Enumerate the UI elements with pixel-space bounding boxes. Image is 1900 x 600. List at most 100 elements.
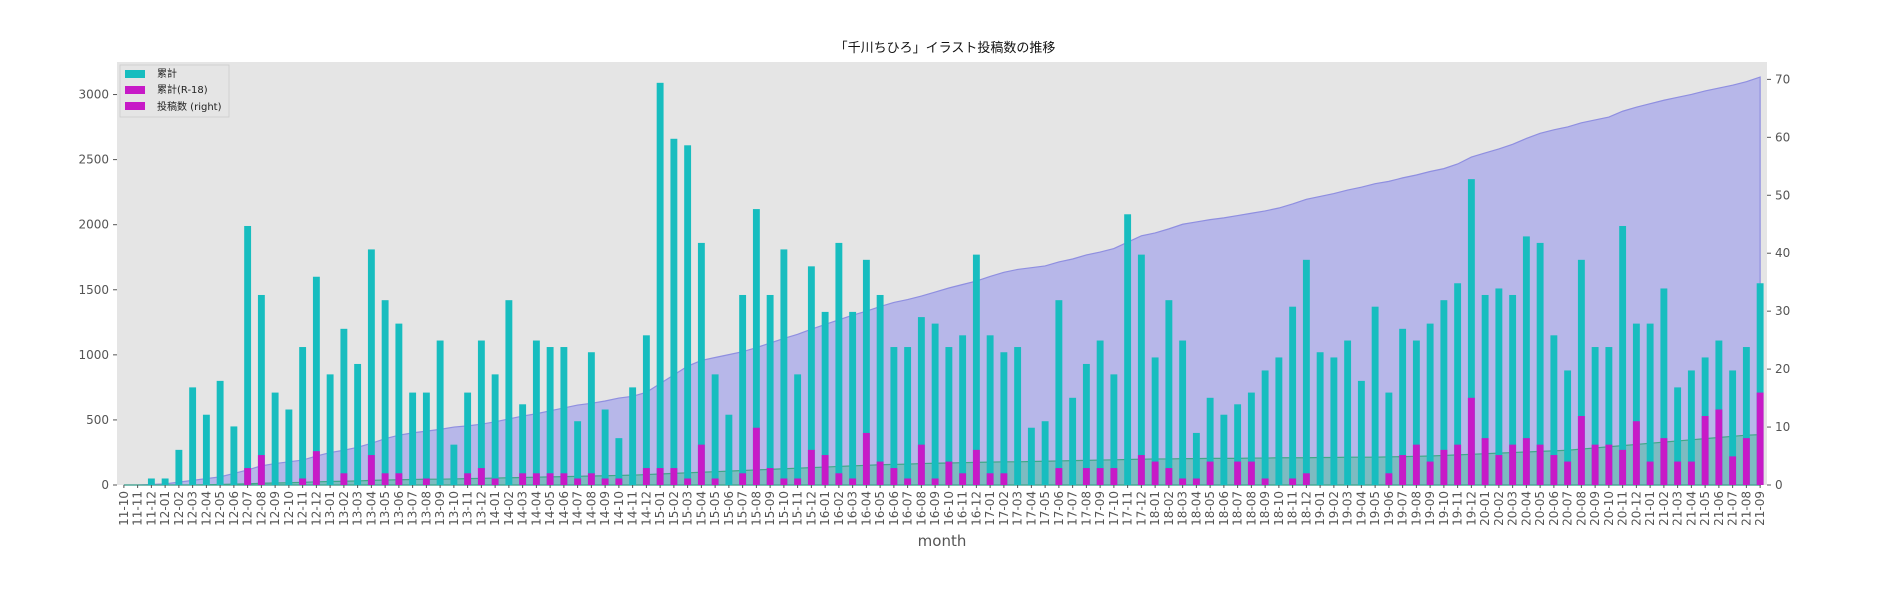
- x-tick-label: 17-09: [1093, 491, 1107, 526]
- bar-3-21-06: [1715, 409, 1723, 485]
- bar-3-14-07: [574, 478, 582, 485]
- x-tick-label: 14-03: [516, 491, 530, 526]
- x-tick-label: 14-06: [557, 491, 571, 526]
- legend: 累計 累計(R-18) 投稿数 (right): [119, 64, 230, 118]
- x-tick-label: 16-03: [846, 491, 860, 526]
- bar-2-18-07: [1234, 404, 1242, 485]
- x-tick-label: 19-09: [1423, 491, 1437, 526]
- bar-3-15-11: [794, 478, 802, 485]
- x-tick-label: 21-03: [1671, 491, 1685, 526]
- bar-2-13-05: [381, 300, 389, 485]
- x-tick-label: 14-01: [488, 491, 502, 526]
- bar-3-18-09: [1261, 478, 1269, 485]
- x-tick-label: 21-04: [1684, 491, 1698, 526]
- x-tick-label: 17-03: [1011, 491, 1025, 526]
- x-tick-label: 16-02: [832, 491, 846, 526]
- bar-3-21-01: [1646, 461, 1654, 485]
- bar-2-13-02: [340, 328, 348, 485]
- bar-2-17-02: [1000, 352, 1008, 485]
- bar-3-20-07: [1564, 461, 1572, 485]
- y-tick-label: 0: [101, 478, 109, 492]
- bar-2-11-12: [147, 478, 155, 485]
- x-tick-label: 21-08: [1739, 491, 1753, 526]
- bar-2-19-05: [1371, 306, 1379, 485]
- bar-2-19-08: [1412, 340, 1420, 485]
- x-tick-label: 17-04: [1024, 491, 1038, 526]
- x-tick-label: 20-09: [1588, 491, 1602, 526]
- x-tick-label: 20-05: [1533, 491, 1547, 526]
- bar-2-16-09: [931, 323, 939, 485]
- x-tick-label: 11-11: [131, 491, 145, 526]
- bar-2-20-10: [1605, 347, 1613, 485]
- x-tick-label: 17-10: [1107, 491, 1121, 526]
- bar-2-13-06: [395, 323, 403, 485]
- y-tick-label: 500: [86, 413, 109, 427]
- y-tick-label: 1500: [78, 283, 109, 297]
- x-tick-label: 14-12: [639, 491, 653, 526]
- bar-2-13-07: [409, 392, 417, 485]
- bar-2-18-06: [1220, 414, 1228, 485]
- x-tick-label: 16-08: [914, 491, 928, 526]
- bar-3-12-12: [312, 451, 320, 485]
- bar-3-15-12: [807, 449, 815, 485]
- x-tick-label: 19-04: [1354, 491, 1368, 526]
- x-tick-label: 18-02: [1162, 491, 1176, 526]
- bar-2-15-08: [752, 209, 760, 485]
- x-tick-label: 15-05: [708, 491, 722, 526]
- x-tick-label: 17-07: [1066, 491, 1080, 526]
- bar-2-13-10: [450, 444, 458, 485]
- bar-2-16-02: [835, 242, 843, 485]
- x-tick-label: 14-04: [529, 491, 543, 526]
- bar-3-20-08: [1577, 416, 1585, 485]
- x-tick-label: 15-02: [667, 491, 681, 526]
- bar-3-15-04: [697, 444, 705, 485]
- y-tick-label: 2500: [78, 153, 109, 167]
- bar-2-12-04: [202, 414, 210, 485]
- bar-3-13-06: [395, 473, 403, 485]
- x-tick-label: 13-02: [337, 491, 351, 526]
- x-tick-label: 17-08: [1079, 491, 1093, 526]
- bar-2-21-08: [1742, 347, 1750, 485]
- bar-3-14-09: [601, 478, 609, 485]
- bar-3-21-09: [1756, 392, 1764, 485]
- x-tick-label: 19-07: [1396, 491, 1410, 526]
- bar-3-20-03: [1509, 444, 1517, 485]
- bar-2-19-04: [1357, 380, 1365, 485]
- x-tick-label: 16-07: [901, 491, 915, 526]
- x-tick-label: 13-07: [406, 491, 420, 526]
- bar-2-15-12: [807, 266, 815, 485]
- x-tick-label: 14-11: [626, 491, 640, 526]
- bar-2-18-01: [1151, 357, 1159, 485]
- legend-swatch-cumulative-r18: [125, 86, 145, 94]
- x-tick-label: 15-04: [694, 491, 708, 526]
- legend-swatch-posts: [125, 102, 145, 110]
- bar-3-13-05: [381, 473, 389, 485]
- bar-2-12-09: [271, 392, 279, 485]
- bar-2-13-01: [326, 374, 334, 485]
- bar-3-14-05: [546, 473, 554, 485]
- bar-2-13-09: [436, 340, 444, 485]
- bar-2-17-11: [1124, 214, 1132, 485]
- x-tick-label: 12-03: [186, 491, 200, 526]
- bar-3-16-07: [904, 478, 912, 485]
- bar-2-12-02: [175, 449, 183, 485]
- bar-2-17-05: [1041, 421, 1049, 485]
- bar-2-19-10: [1440, 300, 1448, 485]
- y2-tick-label: 60: [1775, 130, 1790, 144]
- bar-2-19-09: [1426, 323, 1434, 485]
- x-tick-label: 21-05: [1698, 491, 1712, 526]
- bar-3-19-10: [1440, 449, 1448, 485]
- x-tick-label: 15-10: [777, 491, 791, 526]
- x-tick-label: 19-08: [1409, 491, 1423, 526]
- x-tick-label: 18-05: [1203, 491, 1217, 526]
- bar-3-14-06: [560, 473, 568, 485]
- bar-2-16-12: [972, 254, 980, 485]
- bar-2-16-01: [821, 311, 829, 485]
- bar-3-14-04: [532, 473, 540, 485]
- x-tick-label: 17-05: [1038, 491, 1052, 526]
- bar-2-21-07: [1729, 370, 1737, 485]
- bar-3-17-10: [1110, 468, 1118, 485]
- x-axis: 11-10 11-11 11-12 12-01 12-02 12-03 12-04 12-05…: [117, 485, 1767, 526]
- bar-3-18-05: [1206, 461, 1214, 485]
- x-tick-label: 21-09: [1753, 491, 1767, 526]
